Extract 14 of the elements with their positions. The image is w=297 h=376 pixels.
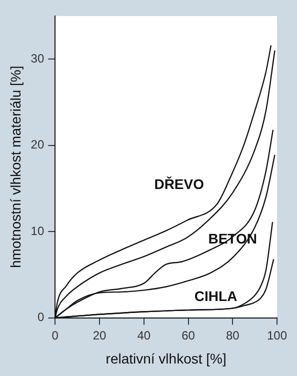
series-label: DŘEVO <box>154 176 204 192</box>
x-tick-label: 40 <box>137 328 151 342</box>
y-tick-label: 20 <box>30 138 44 152</box>
x-axis-title: relativní vlhkost [%] <box>106 350 226 366</box>
y-tick-label: 30 <box>30 51 44 66</box>
x-tick-label: 60 <box>182 328 196 342</box>
y-axis-title: hmotnostní vlhkost materiálu [%] <box>7 66 24 268</box>
x-tick-label: 80 <box>226 328 240 342</box>
x-tick-label: 0 <box>52 328 59 342</box>
y-tick-label: 10 <box>30 224 44 238</box>
y-tick-label: 0 <box>37 310 44 324</box>
x-tick-label: 100 <box>266 328 288 342</box>
series-label: CIHLA <box>194 288 238 304</box>
x-tick-label: 20 <box>92 328 107 342</box>
